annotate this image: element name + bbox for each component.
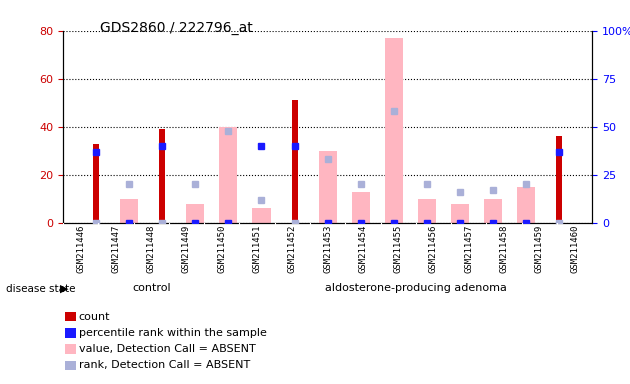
- Text: ▶: ▶: [60, 284, 68, 294]
- Text: percentile rank within the sample: percentile rank within the sample: [79, 328, 266, 338]
- Text: GSM211454: GSM211454: [358, 224, 367, 273]
- Bar: [186, 204, 204, 223]
- Text: GSM211455: GSM211455: [394, 224, 403, 273]
- Bar: [93, 144, 99, 223]
- Text: GSM211446: GSM211446: [76, 224, 85, 273]
- Bar: [484, 199, 502, 223]
- Bar: [292, 100, 297, 223]
- Text: rank, Detection Call = ABSENT: rank, Detection Call = ABSENT: [79, 360, 250, 370]
- Text: GSM211458: GSM211458: [500, 224, 508, 273]
- Bar: [219, 127, 238, 223]
- Text: GSM211451: GSM211451: [253, 224, 261, 273]
- Text: GSM211449: GSM211449: [182, 224, 191, 273]
- Bar: [120, 199, 139, 223]
- Text: GSM211452: GSM211452: [288, 224, 297, 273]
- Bar: [352, 192, 370, 223]
- Bar: [418, 199, 436, 223]
- Text: GSM211459: GSM211459: [535, 224, 544, 273]
- Text: count: count: [79, 312, 110, 322]
- Text: aldosterone-producing adenoma: aldosterone-producing adenoma: [325, 283, 507, 293]
- Text: GSM211457: GSM211457: [464, 224, 473, 273]
- Bar: [385, 38, 403, 223]
- Text: control: control: [132, 283, 171, 293]
- Bar: [451, 204, 469, 223]
- Bar: [159, 129, 165, 223]
- Text: GSM211456: GSM211456: [429, 224, 438, 273]
- Bar: [253, 208, 270, 223]
- Text: value, Detection Call = ABSENT: value, Detection Call = ABSENT: [79, 344, 256, 354]
- Text: GSM211450: GSM211450: [217, 224, 226, 273]
- Bar: [319, 151, 336, 223]
- Bar: [517, 187, 535, 223]
- Text: GSM211453: GSM211453: [323, 224, 332, 273]
- Text: GDS2860 / 222796_at: GDS2860 / 222796_at: [100, 21, 253, 35]
- Text: disease state: disease state: [6, 284, 76, 294]
- Text: GSM211460: GSM211460: [570, 224, 579, 273]
- Text: GSM211447: GSM211447: [112, 224, 120, 273]
- Bar: [556, 136, 562, 223]
- Text: GSM211448: GSM211448: [147, 224, 156, 273]
